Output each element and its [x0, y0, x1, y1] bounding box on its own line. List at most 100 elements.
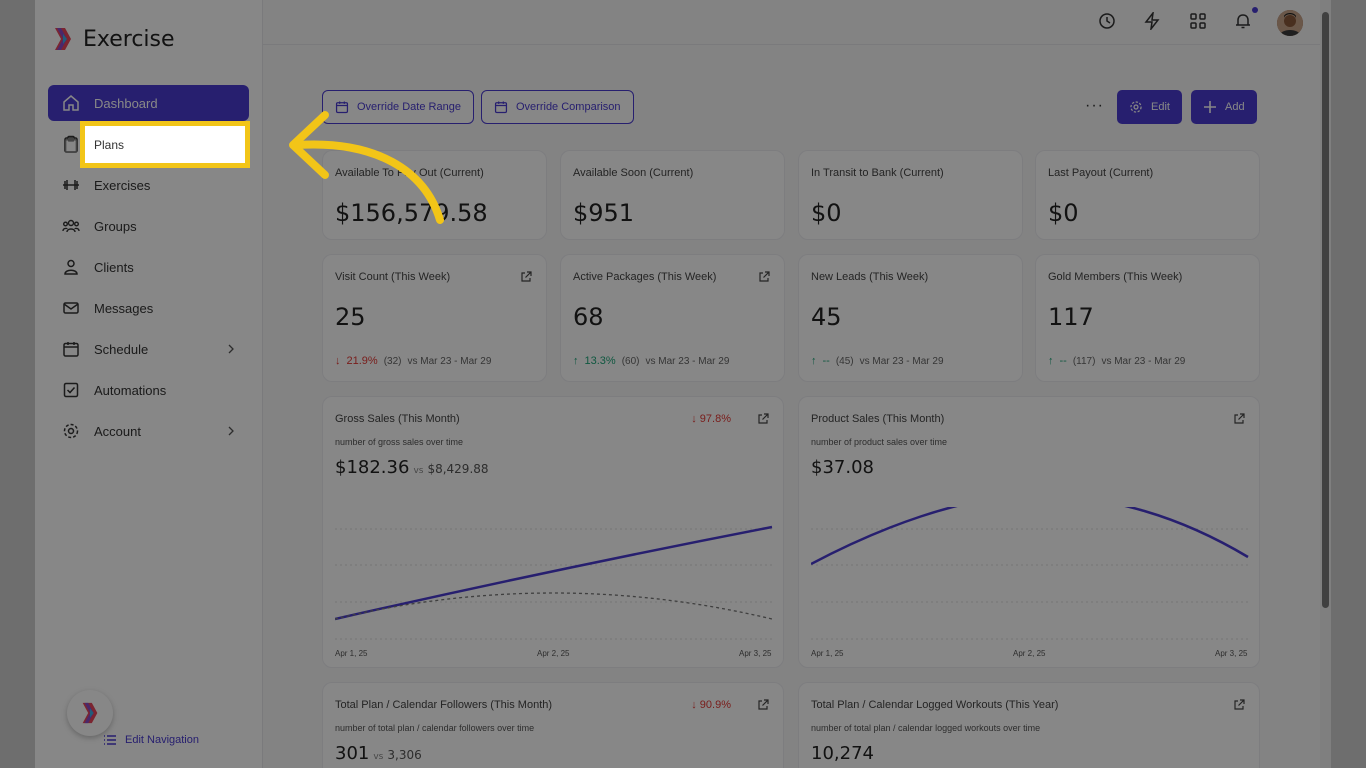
- sidebar-item-messages[interactable]: Messages: [48, 290, 249, 326]
- sidebar-item-exercises[interactable]: Exercises: [48, 167, 249, 203]
- delta-percent: --: [822, 355, 830, 367]
- override-comparison-button[interactable]: Override Comparison: [481, 90, 634, 124]
- app-logo-icon: [82, 702, 98, 724]
- chart-value: $37.08: [811, 457, 874, 478]
- chart-delta: ↓ 97.8%: [691, 413, 731, 425]
- stat-card-available-to-pay-out[interactable]: Available To Pay Out (Current) $156,579.…: [322, 150, 547, 240]
- sidebar-item-schedule[interactable]: Schedule: [48, 331, 249, 367]
- chart-card-product-sales[interactable]: Product Sales (This Month) number of pro…: [798, 396, 1260, 668]
- arrow-up-icon: ↑: [811, 355, 817, 367]
- more-options-button[interactable]: ···: [1085, 97, 1104, 114]
- previous-value: (60): [621, 355, 640, 367]
- users-icon: [62, 219, 80, 233]
- sidebar-item-groups[interactable]: Groups: [48, 208, 249, 244]
- chart-title: Product Sales (This Month): [811, 413, 945, 425]
- chart-main-value: $182.36: [335, 457, 410, 478]
- avatar-image: [1277, 10, 1303, 36]
- stat-value: 45: [811, 303, 842, 331]
- chart-card-plan-followers[interactable]: Total Plan / Calendar Followers (This Mo…: [322, 682, 784, 768]
- edit-navigation-link[interactable]: Edit Navigation: [103, 734, 199, 746]
- stat-card-new-leads[interactable]: New Leads (This Week) 45 ↑ -- (45) vs Ma…: [798, 254, 1023, 382]
- arrow-up-icon: ↑: [1048, 355, 1054, 367]
- sidebar-item-account[interactable]: Account: [48, 413, 249, 449]
- sidebar-item-label: Dashboard: [94, 95, 158, 111]
- add-button[interactable]: Add: [1191, 90, 1257, 124]
- add-label: Add: [1225, 101, 1245, 113]
- stat-value: 25: [335, 303, 366, 331]
- comparison-range: vs Mar 23 - Mar 29: [645, 355, 730, 367]
- sidebar-item-automations[interactable]: Automations: [48, 372, 249, 408]
- bell-icon[interactable]: [1234, 12, 1252, 30]
- clock-icon[interactable]: [1098, 12, 1116, 30]
- brand[interactable]: Exercise: [51, 26, 175, 52]
- support-launcher-button[interactable]: [67, 690, 113, 736]
- scrollbar-thumb[interactable]: [1322, 12, 1329, 608]
- stat-title: Active Packages (This Week): [573, 271, 717, 283]
- x-axis-label: Apr 1, 25: [335, 649, 368, 658]
- arrow-up-icon: ↑: [573, 355, 579, 367]
- sidebar-item-dashboard[interactable]: Dashboard: [48, 85, 249, 121]
- sidebar-item-label: Exercises: [94, 177, 151, 193]
- plus-icon: [1204, 101, 1216, 113]
- chevron-right-icon: [228, 426, 234, 436]
- external-link-icon[interactable]: [1233, 699, 1245, 711]
- apps-grid-icon[interactable]: [1189, 12, 1207, 30]
- tutorial-arrow-icon: [289, 111, 444, 224]
- chart-main-value: 301: [335, 743, 370, 764]
- stat-card-last-payout[interactable]: Last Payout (Current) $0: [1035, 150, 1260, 240]
- chart-title: Total Plan / Calendar Logged Workouts (T…: [811, 699, 1059, 711]
- stat-card-available-soon[interactable]: Available Soon (Current) $951: [560, 150, 785, 240]
- external-link-icon[interactable]: [758, 271, 770, 283]
- external-link-icon[interactable]: [1233, 413, 1245, 425]
- external-link-icon[interactable]: [520, 271, 532, 283]
- stat-title: Last Payout (Current): [1048, 167, 1154, 179]
- calendar-icon: [63, 342, 79, 357]
- previous-value: (32): [383, 355, 402, 367]
- lightning-icon[interactable]: [1143, 12, 1161, 30]
- stat-card-active-packages[interactable]: Active Packages (This Week) 68 ↑ 13.3% (…: [560, 254, 785, 382]
- comparison-range: vs Mar 23 - Mar 29: [1101, 355, 1186, 367]
- chart-value: 301 vs 3,306: [335, 743, 422, 764]
- delta-percent: --: [1059, 355, 1067, 367]
- stat-value: $951: [573, 199, 635, 227]
- comparison-range: vs Mar 23 - Mar 29: [407, 355, 492, 367]
- chart-card-gross-sales[interactable]: Gross Sales (This Month) ↓ 97.8% number …: [322, 396, 784, 668]
- chart-value: 10,274: [811, 743, 874, 764]
- edit-button[interactable]: Edit: [1117, 90, 1182, 124]
- chart-card-logged-workouts[interactable]: Total Plan / Calendar Logged Workouts (T…: [798, 682, 1260, 768]
- notification-dot: [1252, 7, 1258, 13]
- product-sales-line-chart: [811, 507, 1249, 640]
- chart-delta-value: 90.9%: [699, 699, 731, 711]
- stat-value: $0: [1048, 199, 1079, 227]
- override-comparison-label: Override Comparison: [516, 101, 621, 113]
- x-axis-label: Apr 2, 25: [1013, 649, 1046, 658]
- calendar-icon: [335, 101, 349, 114]
- calendar-icon: [494, 101, 508, 114]
- gear-icon: [63, 423, 79, 439]
- vs-label: vs: [413, 466, 424, 476]
- override-date-range-button[interactable]: Override Date Range: [322, 90, 474, 124]
- stat-card-in-transit[interactable]: In Transit to Bank (Current) $0: [798, 150, 1023, 240]
- previous-value: (117): [1072, 355, 1096, 367]
- sidebar-item-label: Schedule: [94, 341, 149, 357]
- delta-percent: 13.3%: [584, 355, 616, 367]
- avatar[interactable]: [1277, 10, 1303, 36]
- stat-card-visit-count[interactable]: Visit Count (This Week) 25 ↓ 21.9% (32) …: [322, 254, 547, 382]
- chart-delta: ↓ 90.9%: [691, 699, 731, 711]
- plans-highlight-box[interactable]: [80, 121, 250, 168]
- stat-delta: ↑ -- (117) vs Mar 23 - Mar 29: [1048, 355, 1185, 367]
- sidebar-item-clients[interactable]: Clients: [48, 249, 249, 285]
- dumbbell-icon: [63, 180, 79, 190]
- comparison-range: vs Mar 23 - Mar 29: [859, 355, 944, 367]
- chart-subtitle: number of product sales over time: [811, 437, 948, 447]
- stat-card-gold-members[interactable]: Gold Members (This Week) 117 ↑ -- (117) …: [1035, 254, 1260, 382]
- x-axis-label: Apr 3, 25: [739, 649, 772, 658]
- external-link-icon[interactable]: [757, 699, 769, 711]
- plans-highlight-label[interactable]: Plans: [94, 138, 125, 152]
- edit-label: Edit: [1151, 101, 1170, 113]
- x-axis-label: Apr 1, 25: [811, 649, 844, 658]
- external-link-icon[interactable]: [757, 413, 769, 425]
- top-bar: [263, 0, 1331, 45]
- stat-value: $0: [811, 199, 842, 227]
- override-date-range-label: Override Date Range: [357, 101, 461, 113]
